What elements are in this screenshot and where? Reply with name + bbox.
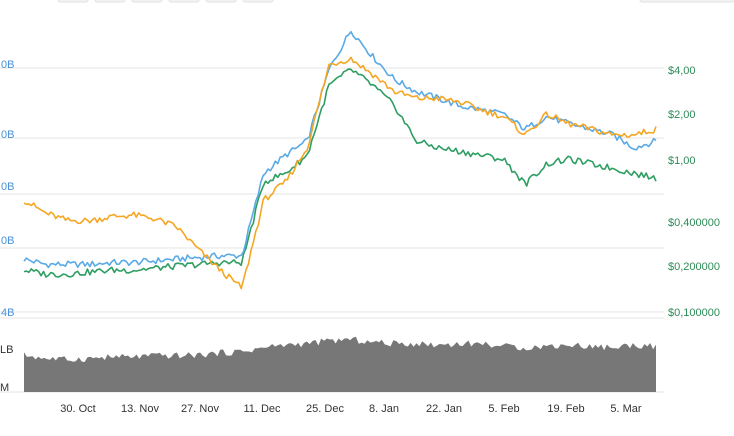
left-tick-label: 0B [1,181,14,193]
x-axis-labels: 30. Oct 13. Nov 27. Nov 11. Dec 25. Dec 8. Ja… [60,403,642,415]
x-tick-label: 11. Dec [243,403,281,415]
volume-area [24,336,656,392]
volume-tick-label: M [0,382,9,394]
right-axis-labels: $4,00 $2,00 $1,00 $0,400000 $0,200000 $0,1000… [668,65,720,319]
x-tick-label: 22. Jan [426,403,462,415]
volume-tick-label: LB [0,344,13,356]
date-input[interactable] [639,0,734,3]
series-line-2 [23,56,657,290]
right-tick-label: $4,00 [668,65,696,77]
range-button[interactable] [131,0,163,3]
volume-fill [24,336,656,392]
left-tick-label: 0B [1,59,14,71]
range-button[interactable] [57,0,89,3]
range-button[interactable] [242,0,274,3]
right-tick-label: $0,200000 [668,261,720,273]
x-tick-label: 25. Dec [306,403,344,415]
right-tick-label: $0,100000 [668,307,720,319]
range-button[interactable] [205,0,237,3]
range-button[interactable] [94,0,126,3]
x-tick-label: 30. Oct [60,403,95,415]
right-tick-label: $1,00 [668,155,696,167]
left-tick-label: 0B [1,235,14,247]
range-button[interactable] [168,0,200,3]
left-axis-labels: 0B 0B 0B 0B 4B [1,59,14,319]
x-tick-label: 8. Jan [369,403,399,415]
right-tick-label: $0,400000 [668,217,720,229]
left-tick-label: 4B [1,307,14,319]
x-tick-label: 27. Nov [181,403,219,415]
left-tick-label: 0B [1,129,14,141]
series-line-3 [23,68,657,278]
x-tick-label: 13. Nov [121,403,159,415]
x-tick-label: 5. Mar [610,403,642,415]
volume-axis-labels: LB M [0,344,13,394]
right-tick-label: $2,00 [668,109,696,121]
x-tick-label: 5. Feb [488,403,519,415]
range-selector[interactable] [57,0,734,3]
series-lines [23,30,657,290]
series-line-1 [23,30,657,269]
x-tick-label: 19. Feb [547,403,584,415]
